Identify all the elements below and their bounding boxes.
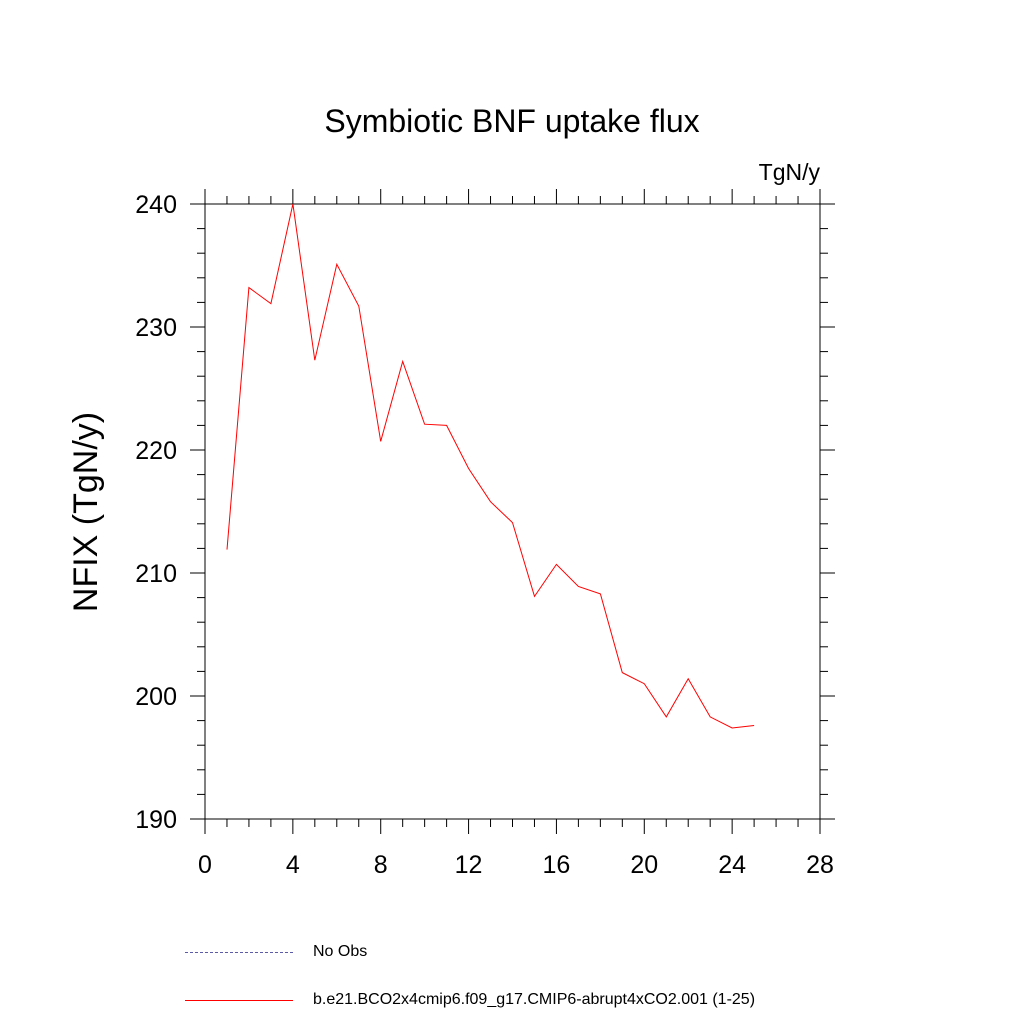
y-tick-label: 240 <box>135 191 177 219</box>
y-tick-label: 190 <box>135 806 177 834</box>
legend-label: b.e21.BCO2x4cmip6.f09_g17.CMIP6-abrupt4x… <box>313 991 756 1008</box>
units-label: TgN/y <box>759 159 821 185</box>
plot-frame <box>204 203 821 820</box>
legend-item-series: b.e21.BCO2x4cmip6.f09_g17.CMIP6-abrupt4x… <box>185 990 755 1010</box>
x-tick-label: 24 <box>718 851 746 879</box>
y-tick-label: 230 <box>135 314 177 342</box>
data-point <box>424 424 425 425</box>
axis-ticks: 0 4 8 12 16 20 24 28 190 200 210 220 230 240 <box>135 189 835 879</box>
data-point <box>578 586 579 587</box>
data-point <box>226 549 227 550</box>
data-point <box>754 725 755 726</box>
data-point <box>314 360 315 361</box>
data-point <box>336 264 337 265</box>
legend-item-no-obs: No Obs <box>185 942 367 962</box>
y-axis-label: NFIX (TgN/y) <box>67 412 105 612</box>
series-layer <box>226 203 755 729</box>
data-point <box>600 593 601 594</box>
y-tick-label: 210 <box>135 560 177 588</box>
y-tick-label: 200 <box>135 683 177 711</box>
x-tick-label: 4 <box>286 851 300 879</box>
data-point <box>358 306 359 307</box>
data-point <box>534 596 535 597</box>
x-tick-label: 8 <box>374 851 388 879</box>
data-point <box>446 425 447 426</box>
data-point <box>402 361 403 362</box>
legend-swatch-dashed <box>185 951 293 953</box>
data-point <box>468 468 469 469</box>
data-point <box>710 716 711 717</box>
y-tick-label: 220 <box>135 437 177 465</box>
data-point <box>644 683 645 684</box>
chart-title: Symbiotic BNF uptake flux <box>324 103 699 139</box>
series-line <box>226 203 755 729</box>
data-point <box>688 678 689 679</box>
x-tick-label: 20 <box>630 851 658 879</box>
x-tick-label: 12 <box>455 851 483 879</box>
data-point <box>556 564 557 565</box>
x-tick-label: 16 <box>543 851 571 879</box>
data-point <box>512 522 513 523</box>
x-tick-label: 0 <box>198 851 212 879</box>
data-point <box>270 303 271 304</box>
data-point <box>490 501 491 502</box>
x-tick-label: 28 <box>806 851 834 879</box>
legend-swatch-solid <box>185 999 293 1001</box>
legend-label: No Obs <box>313 943 368 960</box>
data-point <box>380 441 381 442</box>
data-point <box>622 672 623 673</box>
data-point <box>248 287 249 288</box>
data-point <box>292 204 293 205</box>
data-point <box>732 727 733 728</box>
data-point <box>666 716 667 717</box>
